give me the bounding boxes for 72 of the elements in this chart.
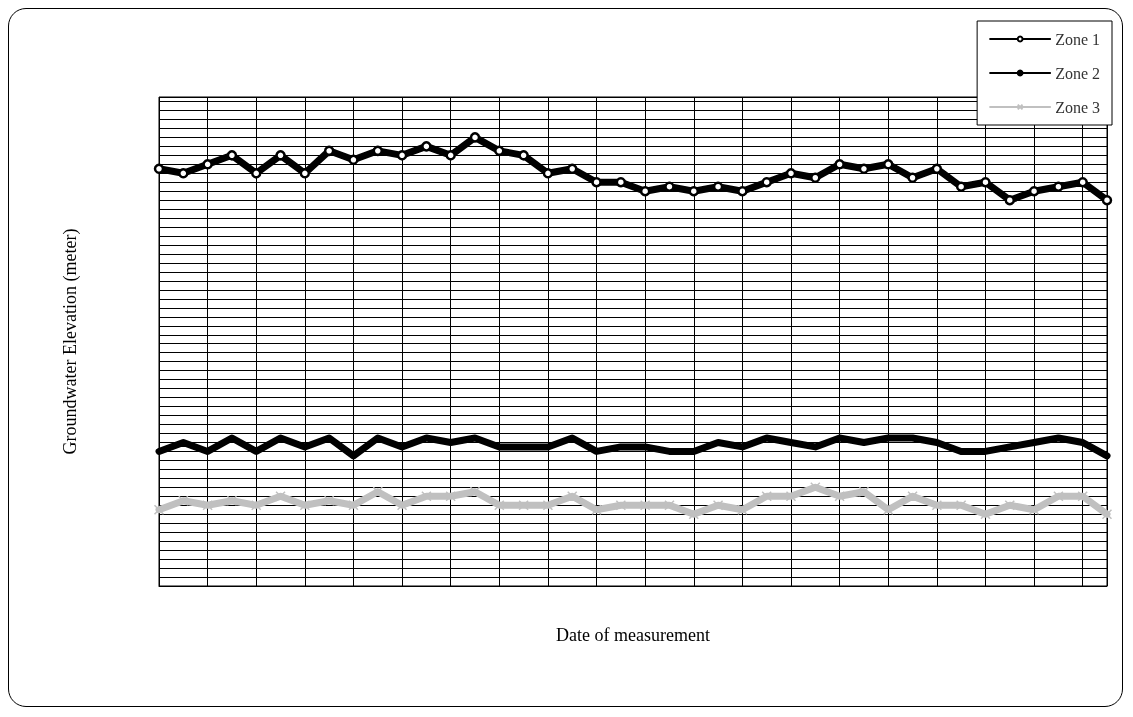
point	[299, 500, 311, 511]
point	[761, 491, 772, 502]
point	[688, 185, 700, 197]
point	[834, 491, 845, 502]
point	[250, 500, 262, 511]
point	[1053, 491, 1064, 502]
point	[834, 159, 845, 170]
point	[1028, 504, 1040, 515]
point	[1101, 194, 1113, 206]
point	[907, 172, 918, 183]
point	[785, 491, 797, 502]
point	[421, 141, 432, 152]
point	[396, 150, 408, 161]
y-axis-title: Groundwater Elevation (meter)	[60, 228, 81, 455]
point	[931, 500, 943, 511]
point	[761, 176, 772, 188]
point	[858, 486, 870, 498]
point	[639, 185, 651, 197]
point	[299, 168, 311, 179]
point	[445, 150, 456, 161]
point	[178, 168, 189, 179]
point	[664, 500, 675, 511]
point	[518, 150, 529, 161]
point	[785, 168, 797, 179]
point	[421, 491, 432, 502]
point	[664, 181, 675, 192]
point	[712, 500, 724, 511]
legend-label: Zone 3	[1055, 98, 1100, 116]
point	[542, 168, 554, 179]
point	[202, 500, 213, 511]
point	[615, 176, 627, 188]
point	[1028, 185, 1040, 197]
point	[226, 495, 238, 507]
legend-label: Zone 2	[1055, 64, 1100, 82]
point	[178, 495, 189, 507]
point	[469, 132, 481, 143]
point	[615, 500, 627, 511]
point	[1004, 194, 1016, 206]
point	[153, 504, 165, 515]
x-axis-title: Date of measurement	[556, 625, 710, 645]
point	[955, 181, 967, 192]
point	[1077, 491, 1088, 502]
point	[810, 172, 821, 183]
point	[323, 145, 335, 157]
point	[737, 504, 748, 515]
point	[518, 500, 529, 511]
point	[882, 159, 894, 170]
legend-label: Zone 1	[1055, 30, 1100, 48]
point	[469, 486, 481, 498]
point	[153, 163, 165, 175]
point	[591, 504, 602, 515]
point	[445, 491, 456, 502]
point	[323, 495, 335, 507]
point	[955, 500, 967, 511]
point	[1077, 176, 1088, 188]
point	[1101, 508, 1113, 520]
point	[494, 500, 505, 511]
point	[275, 150, 286, 161]
point	[226, 150, 238, 161]
point	[372, 145, 384, 157]
point	[980, 176, 991, 188]
point	[250, 168, 262, 179]
point	[348, 500, 359, 511]
point	[591, 176, 602, 188]
point	[542, 500, 554, 511]
point	[494, 145, 505, 157]
point	[202, 159, 213, 170]
point	[712, 181, 724, 192]
point	[1004, 500, 1016, 511]
point	[737, 185, 748, 197]
point	[639, 500, 651, 511]
point	[1053, 181, 1064, 192]
